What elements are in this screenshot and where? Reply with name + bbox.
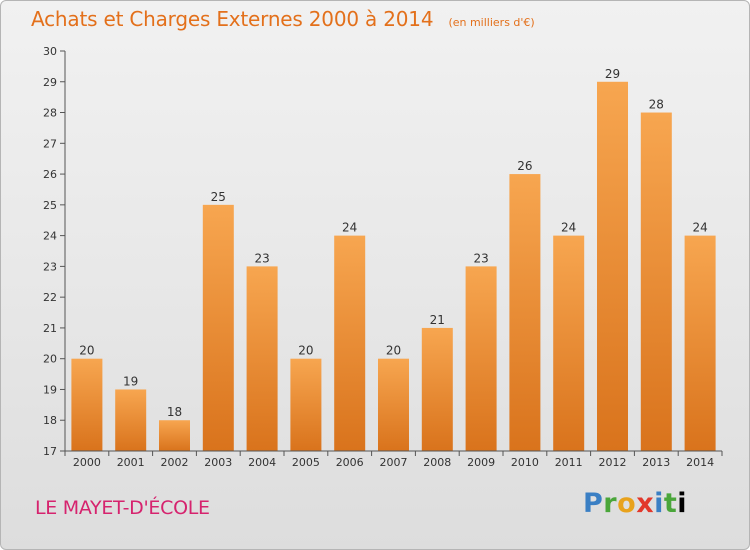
- bar: [597, 81, 628, 452]
- bar: [509, 174, 541, 452]
- bar-value-label: 23: [473, 251, 488, 265]
- bar-value-label: 21: [430, 313, 445, 327]
- y-tick-label: 17: [43, 445, 57, 458]
- y-tick-label: 27: [43, 137, 57, 150]
- bar-value-label: 28: [649, 98, 664, 112]
- y-axis: 17 18 19 20 21 22 23 24 25 26 27 28 29 30: [43, 45, 66, 458]
- bars: 20 19 18 25 23 20 24 20 21 23 26 24 29 28 24: [71, 67, 716, 452]
- x-tick-label: 2003: [204, 456, 232, 469]
- chart-title-row: Achats et Charges Externes 2000 à 2014 (…: [31, 7, 535, 31]
- bar-value-label: 19: [123, 374, 138, 388]
- chart-unit: (en milliers d'€): [448, 16, 535, 29]
- y-tick-label: 25: [43, 199, 57, 212]
- bar-value-label: 23: [254, 251, 269, 265]
- y-tick-label: 23: [43, 260, 57, 273]
- bar-value-label: 29: [605, 67, 620, 81]
- x-tick-label: 2002: [161, 456, 189, 469]
- y-tick-label: 30: [43, 45, 57, 58]
- bar-value-label: 20: [79, 344, 94, 358]
- bar-value-label: 24: [342, 221, 357, 235]
- bar-value-label: 25: [211, 190, 226, 204]
- bar: [334, 235, 366, 451]
- proxiti-logo: Proxiti: [583, 488, 688, 519]
- bar-value-label: 24: [561, 221, 576, 235]
- x-tick-label: 2005: [292, 456, 320, 469]
- bar: [421, 327, 453, 451]
- bar-value-label: 24: [692, 221, 707, 235]
- y-tick-label: 21: [43, 322, 57, 335]
- bar-value-label: 18: [167, 405, 182, 419]
- x-tick-label: 2004: [248, 456, 276, 469]
- y-tick-label: 22: [43, 291, 57, 304]
- bar: [71, 358, 103, 451]
- bar: [465, 266, 497, 451]
- bar: [115, 389, 147, 451]
- y-tick-label: 26: [43, 168, 57, 181]
- x-tick-label: 2011: [555, 456, 583, 469]
- bar: [553, 235, 585, 451]
- bar: [246, 266, 278, 451]
- x-tick-label: 2009: [467, 456, 495, 469]
- x-tick-label: 2012: [599, 456, 627, 469]
- x-tick-label: 2007: [380, 456, 408, 469]
- commune-name: LE MAYET-D'ÉCOLE: [35, 497, 210, 519]
- y-tick-label: 28: [43, 107, 57, 120]
- x-tick-label: 2000: [73, 456, 101, 469]
- y-tick-label: 29: [43, 76, 57, 89]
- x-tick-label: 2008: [423, 456, 451, 469]
- bar: [159, 420, 190, 451]
- x-tick-label: 2014: [686, 456, 714, 469]
- bar: [640, 112, 672, 452]
- x-tick-label: 2010: [511, 456, 539, 469]
- y-tick-label: 19: [43, 383, 57, 396]
- x-tick-label: 2013: [642, 456, 670, 469]
- x-axis: 2000 2001 2002 2003 2004 2005 2006 2007 2008 2009…: [64, 450, 723, 469]
- x-tick-label: 2001: [117, 456, 145, 469]
- y-tick-label: 18: [43, 414, 57, 427]
- y-tick-label: 20: [43, 353, 57, 366]
- y-tick-label: 24: [43, 230, 57, 243]
- bar: [202, 204, 234, 451]
- bar: [378, 358, 409, 451]
- bar: [290, 358, 322, 451]
- bar-value-label: 26: [517, 159, 532, 173]
- bar-value-label: 20: [386, 344, 401, 358]
- bar: [684, 235, 716, 451]
- x-tick-label: 2006: [336, 456, 364, 469]
- chart-title: Achats et Charges Externes 2000 à 2014: [31, 7, 434, 31]
- bar-value-label: 20: [298, 344, 313, 358]
